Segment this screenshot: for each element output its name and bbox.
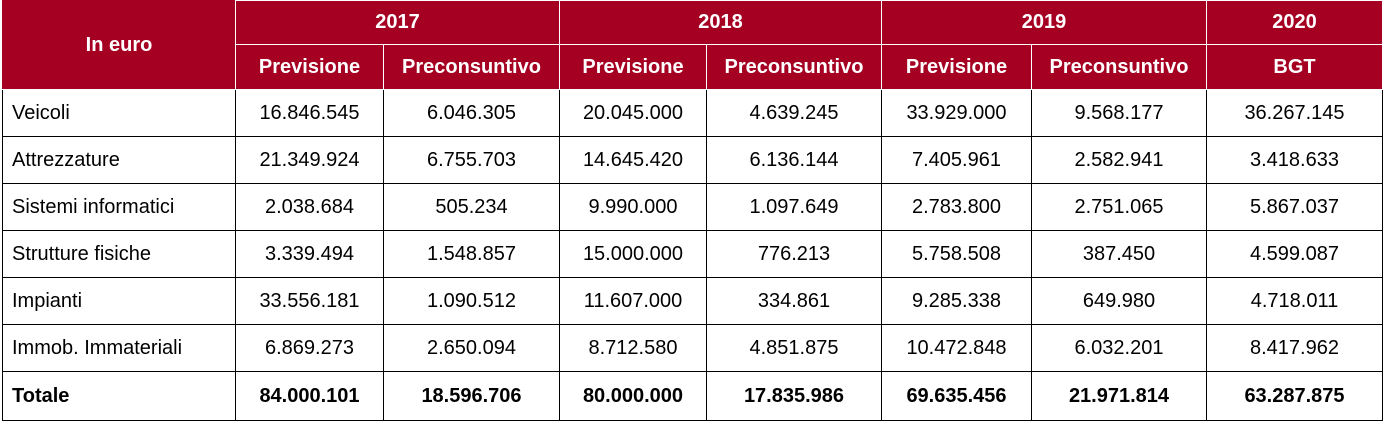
row-label: Attrezzature — [2, 136, 236, 184]
row-label: Strutture fisiche — [2, 230, 236, 278]
subheader-preconsuntivo: Preconsuntivo — [383, 44, 560, 90]
table-row: Strutture fisiche 3.339.494 1.548.857 15… — [2, 230, 1383, 278]
table-cell: 8.712.580 — [559, 324, 707, 372]
table-cell: 2.783.800 — [881, 183, 1032, 231]
subheader-bgt: BGT — [1206, 44, 1383, 90]
table-cell: 5.867.037 — [1206, 183, 1383, 231]
table-cell: 14.645.420 — [559, 136, 707, 184]
table-cell: 9.990.000 — [559, 183, 707, 231]
table-row: Impianti 33.556.181 1.090.512 11.607.000… — [2, 277, 1383, 325]
table-cell: 20.045.000 — [559, 89, 707, 137]
total-cell: 17.835.986 — [706, 371, 882, 421]
table-cell: 33.556.181 — [235, 277, 384, 325]
subheader-previsione: Previsione — [881, 44, 1032, 90]
table-cell: 2.751.065 — [1031, 183, 1207, 231]
table-cell: 11.607.000 — [559, 277, 707, 325]
table-cell: 4.599.087 — [1206, 230, 1383, 278]
table-cell: 4.718.011 — [1206, 277, 1383, 325]
table-cell: 4.851.875 — [706, 324, 882, 372]
table-cell: 4.639.245 — [706, 89, 882, 137]
table-cell: 2.582.941 — [1031, 136, 1207, 184]
table-cell: 33.929.000 — [881, 89, 1032, 137]
subheader-preconsuntivo: Preconsuntivo — [1031, 44, 1207, 90]
subheader-previsione: Previsione — [235, 44, 384, 90]
year-header-2020: 2020 — [1206, 0, 1383, 45]
row-label: Sistemi informatici — [2, 183, 236, 231]
table-cell: 3.418.633 — [1206, 136, 1383, 184]
table-cell: 3.339.494 — [235, 230, 384, 278]
table-cell: 6.046.305 — [383, 89, 560, 137]
table-cell: 10.472.848 — [881, 324, 1032, 372]
table-row: Veicoli 16.846.545 6.046.305 20.045.000 … — [2, 89, 1383, 137]
table-cell: 6.136.144 — [706, 136, 882, 184]
table-cell: 334.861 — [706, 277, 882, 325]
table-cell: 505.234 — [383, 183, 560, 231]
table-cell: 36.267.145 — [1206, 89, 1383, 137]
table-cell: 16.846.545 — [235, 89, 384, 137]
table-cell: 21.349.924 — [235, 136, 384, 184]
subheader-preconsuntivo: Preconsuntivo — [706, 44, 882, 90]
total-label: Totale — [2, 371, 236, 421]
row-label: Veicoli — [2, 89, 236, 137]
table-row: Immob. Immateriali 6.869.273 2.650.094 8… — [2, 324, 1383, 372]
total-cell: 84.000.101 — [235, 371, 384, 421]
subheader-previsione: Previsione — [559, 44, 707, 90]
corner-header: In euro — [2, 0, 236, 90]
table-cell: 649.980 — [1031, 277, 1207, 325]
table-cell: 1.090.512 — [383, 277, 560, 325]
table-cell: 6.755.703 — [383, 136, 560, 184]
total-row: Totale 84.000.101 18.596.706 80.000.000 … — [2, 371, 1383, 421]
year-header-2017: 2017 — [235, 0, 560, 45]
row-label: Impianti — [2, 277, 236, 325]
year-header-2019: 2019 — [881, 0, 1207, 45]
table-cell: 387.450 — [1031, 230, 1207, 278]
table-row: Attrezzature 21.349.924 6.755.703 14.645… — [2, 136, 1383, 184]
table-cell: 15.000.000 — [559, 230, 707, 278]
total-cell: 69.635.456 — [881, 371, 1032, 421]
total-cell: 18.596.706 — [383, 371, 560, 421]
year-header-2018: 2018 — [559, 0, 882, 45]
table-cell: 6.869.273 — [235, 324, 384, 372]
row-label: Immob. Immateriali — [2, 324, 236, 372]
table-cell: 2.650.094 — [383, 324, 560, 372]
table-cell: 7.405.961 — [881, 136, 1032, 184]
table-cell: 776.213 — [706, 230, 882, 278]
table-cell: 8.417.962 — [1206, 324, 1383, 372]
table-cell: 5.758.508 — [881, 230, 1032, 278]
total-cell: 80.000.000 — [559, 371, 707, 421]
table-cell: 2.038.684 — [235, 183, 384, 231]
table-cell: 9.568.177 — [1031, 89, 1207, 137]
table-row: Sistemi informatici 2.038.684 505.234 9.… — [2, 183, 1383, 231]
table-cell: 9.285.338 — [881, 277, 1032, 325]
total-cell: 63.287.875 — [1206, 371, 1383, 421]
total-cell: 21.971.814 — [1031, 371, 1207, 421]
table-cell: 1.097.649 — [706, 183, 882, 231]
table-cell: 6.032.201 — [1031, 324, 1207, 372]
table-cell: 1.548.857 — [383, 230, 560, 278]
